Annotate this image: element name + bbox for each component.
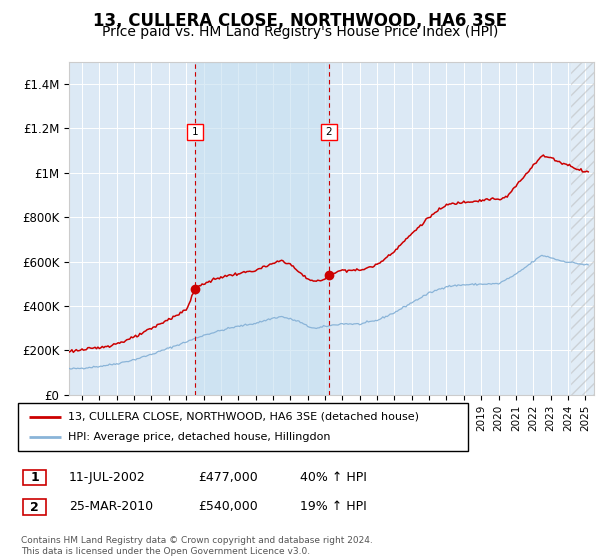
Text: 25-MAR-2010: 25-MAR-2010 [69, 500, 153, 514]
Bar [571, 62, 594, 395]
Text: Contains HM Land Registry data © Crown copyright and database right 2024.
This d: Contains HM Land Registry data © Crown c… [21, 536, 373, 556]
Text: 1: 1 [31, 471, 39, 484]
Text: 1: 1 [192, 127, 199, 137]
Bar [196, 62, 329, 395]
Text: Price paid vs. HM Land Registry's House Price Index (HPI): Price paid vs. HM Land Registry's House … [102, 25, 498, 39]
FancyBboxPatch shape [23, 470, 46, 485]
Text: HPI: Average price, detached house, Hillingdon: HPI: Average price, detached house, Hill… [67, 432, 330, 442]
Text: 2: 2 [31, 501, 39, 514]
Text: £477,000: £477,000 [198, 470, 258, 484]
Text: £540,000: £540,000 [198, 500, 258, 514]
FancyBboxPatch shape [18, 403, 468, 451]
FancyBboxPatch shape [23, 500, 46, 515]
Text: 19% ↑ HPI: 19% ↑ HPI [300, 500, 367, 514]
Text: 13, CULLERA CLOSE, NORTHWOOD, HA6 3SE (detached house): 13, CULLERA CLOSE, NORTHWOOD, HA6 3SE (d… [67, 412, 419, 422]
Text: 11-JUL-2002: 11-JUL-2002 [69, 470, 146, 484]
Text: 13, CULLERA CLOSE, NORTHWOOD, HA6 3SE: 13, CULLERA CLOSE, NORTHWOOD, HA6 3SE [93, 12, 507, 30]
Text: 40% ↑ HPI: 40% ↑ HPI [300, 470, 367, 484]
Text: 2: 2 [326, 127, 332, 137]
